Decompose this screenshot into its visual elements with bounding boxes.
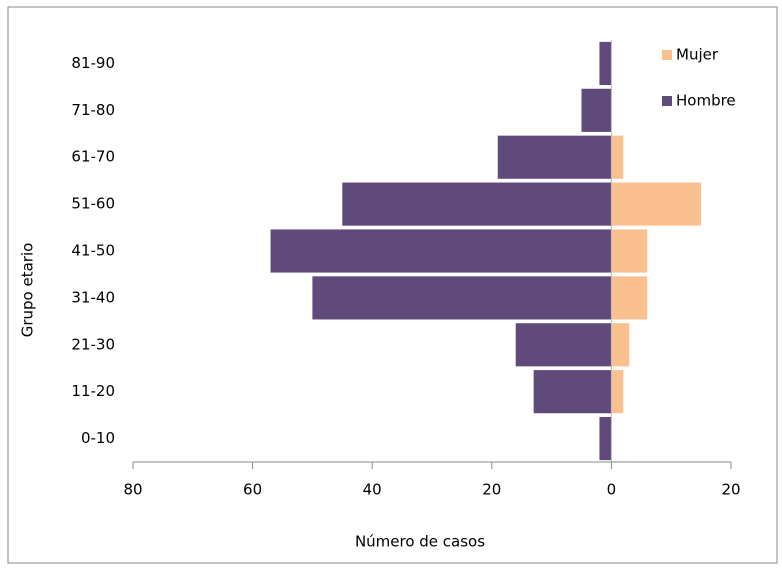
x-axis-title: Número de casos	[355, 533, 485, 551]
bar	[342, 182, 612, 226]
x-tick-label: 20	[721, 481, 740, 499]
bar	[497, 135, 612, 179]
bar	[611, 370, 624, 414]
y-axis-title: Grupo etario	[19, 243, 37, 338]
bar	[599, 41, 612, 86]
y-tick-label: 41-50	[71, 242, 115, 260]
y-tick-label: 61-70	[71, 148, 115, 166]
legend-swatch	[662, 50, 672, 60]
bar	[533, 370, 612, 414]
legend-label: Hombre	[676, 92, 736, 110]
y-tick-label: 11-20	[71, 382, 115, 400]
x-tick-label: 40	[363, 481, 382, 499]
x-tick-label: 20	[482, 481, 501, 499]
bar	[515, 323, 612, 367]
legend-swatch	[662, 96, 672, 106]
bar	[611, 182, 702, 226]
y-tick-label: 71-80	[71, 101, 115, 119]
bar	[312, 276, 612, 320]
bar	[611, 323, 630, 367]
x-tick-label: 80	[123, 481, 142, 499]
bar	[599, 416, 612, 461]
bar	[581, 88, 612, 132]
bar	[611, 276, 648, 320]
y-tick-label: 0-10	[81, 429, 115, 447]
x-tick-label: 0	[607, 481, 617, 499]
y-tick-label: 51-60	[71, 195, 115, 213]
legend-label: Mujer	[676, 46, 719, 64]
y-tick-label: 81-90	[71, 54, 115, 72]
y-tick-label: 21-30	[71, 335, 115, 353]
y-tick-label: 31-40	[71, 288, 115, 306]
x-tick-label: 60	[243, 481, 262, 499]
bar	[611, 229, 648, 273]
bar	[611, 135, 624, 179]
bar	[270, 229, 612, 273]
